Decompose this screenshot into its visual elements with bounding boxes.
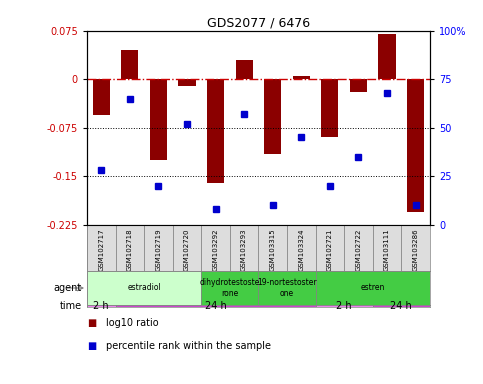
Text: GSM103292: GSM103292 xyxy=(213,228,218,271)
Bar xyxy=(373,225,401,271)
Bar xyxy=(315,305,373,307)
Text: GSM102719: GSM102719 xyxy=(156,228,161,271)
Bar xyxy=(350,79,367,92)
Bar xyxy=(379,34,396,79)
Text: estradiol: estradiol xyxy=(127,283,161,293)
Title: GDS2077 / 6476: GDS2077 / 6476 xyxy=(207,17,310,30)
Bar xyxy=(115,225,144,271)
Bar xyxy=(144,225,172,271)
Bar xyxy=(264,79,281,154)
Bar xyxy=(87,305,115,307)
Text: 19-nortestoster
one: 19-nortestoster one xyxy=(257,278,317,298)
Bar xyxy=(293,76,310,79)
Bar xyxy=(401,225,430,271)
Text: GSM102720: GSM102720 xyxy=(184,228,190,271)
Text: log10 ratio: log10 ratio xyxy=(106,318,159,328)
Text: ■: ■ xyxy=(87,318,96,328)
Text: GSM103315: GSM103315 xyxy=(270,228,276,271)
Text: GSM103111: GSM103111 xyxy=(384,228,390,271)
Text: 24 h: 24 h xyxy=(205,301,227,311)
Bar xyxy=(315,271,430,305)
Bar xyxy=(201,225,230,271)
Bar xyxy=(115,305,315,307)
Text: GSM102721: GSM102721 xyxy=(327,228,333,271)
Text: percentile rank within the sample: percentile rank within the sample xyxy=(106,341,271,351)
Text: time: time xyxy=(60,301,82,311)
Bar xyxy=(207,79,224,183)
Bar xyxy=(407,79,424,212)
Bar xyxy=(201,271,258,305)
Bar xyxy=(315,225,344,271)
Bar xyxy=(373,305,430,307)
Text: ■: ■ xyxy=(87,341,96,351)
Bar xyxy=(150,79,167,160)
Bar xyxy=(236,60,253,79)
Bar xyxy=(172,225,201,271)
Text: GSM102717: GSM102717 xyxy=(98,228,104,271)
Text: GSM102722: GSM102722 xyxy=(355,228,361,271)
Text: 24 h: 24 h xyxy=(390,301,412,311)
Bar xyxy=(321,79,339,137)
Text: estren: estren xyxy=(360,283,385,293)
Text: GSM103293: GSM103293 xyxy=(241,228,247,271)
Bar xyxy=(344,225,373,271)
Bar xyxy=(258,271,315,305)
Text: GSM103324: GSM103324 xyxy=(298,228,304,271)
Bar xyxy=(287,225,315,271)
Bar xyxy=(87,225,115,271)
Bar xyxy=(178,79,196,86)
Bar xyxy=(121,50,139,79)
Text: agent: agent xyxy=(54,283,82,293)
Text: 2 h: 2 h xyxy=(93,301,109,311)
Text: GSM102718: GSM102718 xyxy=(127,228,133,271)
Bar xyxy=(87,271,201,305)
Bar xyxy=(230,225,258,271)
Bar xyxy=(93,79,110,115)
Bar xyxy=(258,225,287,271)
Text: 2 h: 2 h xyxy=(336,301,352,311)
Text: dihydrotestoste
rone: dihydrotestoste rone xyxy=(199,278,260,298)
Text: GSM103286: GSM103286 xyxy=(412,228,419,271)
